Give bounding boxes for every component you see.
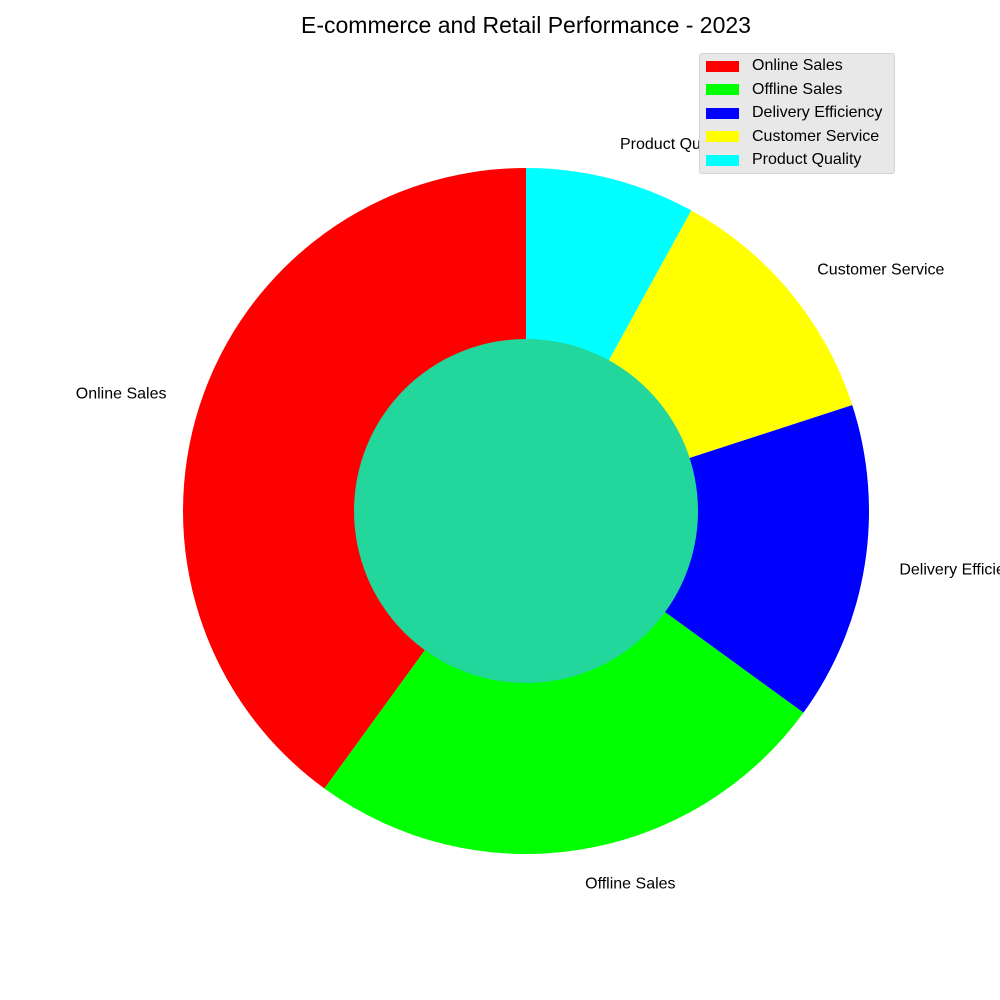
slice-offline-sales	[324, 511, 804, 854]
slice-label-delivery-efficiency: Delivery Efficiency	[899, 561, 1000, 578]
legend-label: Delivery Efficiency	[752, 104, 883, 121]
slice-online-sales	[183, 168, 527, 789]
legend-label: Offline Sales	[752, 80, 843, 98]
legend-swatch	[706, 154, 739, 166]
legend-label: Customer Service	[752, 127, 880, 145]
donut-center	[354, 339, 698, 683]
legend: Online Sales Offline Sales Delivery Effici…	[699, 53, 895, 174]
legend-item-offline-sales: Offline Sales	[706, 80, 842, 100]
legend-swatch	[706, 60, 739, 72]
chart-title: E-commerce and Retail Performance - 2023	[301, 12, 751, 38]
legend-swatch	[706, 131, 739, 142]
slice-label-online-sales: Online Sales	[76, 385, 167, 402]
legend-item-customer-service: Customer Service	[706, 127, 879, 147]
legend-item-delivery-efficiency: Delivery Efficiency	[706, 103, 882, 123]
legend-swatch	[706, 84, 739, 95]
slice-label-offline-sales: Offline Sales	[585, 876, 675, 893]
legend-swatch	[706, 107, 739, 119]
legend-label: Online Sales	[752, 57, 843, 74]
slice-delivery-efficiency	[526, 405, 869, 713]
legend-item-product-quality: Product Quality	[706, 150, 861, 170]
slice-label-group: Online Sales Offline Sales Delivery Effici…	[76, 136, 1000, 892]
slice-label-customer-service: Customer Service	[817, 261, 944, 278]
legend-item-online-sales: Online Sales	[706, 56, 843, 76]
legend-label: Product Quality	[752, 151, 862, 168]
